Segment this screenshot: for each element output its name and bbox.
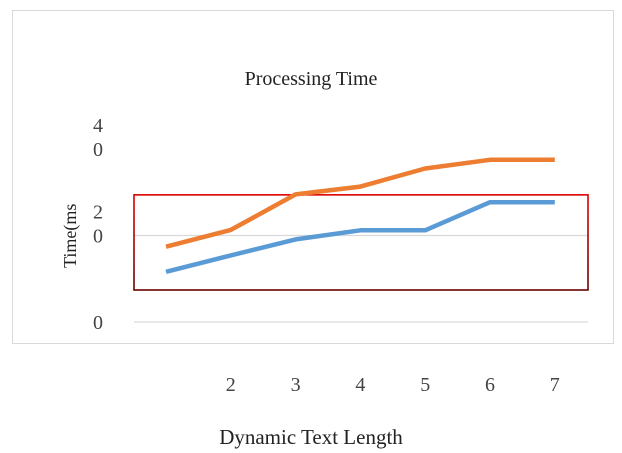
y-tick-label: 0 bbox=[93, 226, 103, 248]
y-tick-label: 0 bbox=[93, 139, 103, 161]
series-line-2 bbox=[165, 199, 555, 274]
y-tick-label: 0 bbox=[93, 312, 103, 334]
x-axis-title: Dynamic Text Length bbox=[219, 425, 403, 449]
y-tick-label: 2 bbox=[93, 202, 103, 224]
y-tick-label: 4 bbox=[93, 115, 103, 137]
x-tick-label: 5 bbox=[420, 374, 430, 396]
x-tick-label: 2 bbox=[226, 374, 236, 396]
chart-frame bbox=[12, 10, 614, 344]
chart-title: Processing Time bbox=[244, 68, 378, 90]
series-line-1 bbox=[165, 157, 555, 249]
highlight-box bbox=[133, 194, 589, 291]
x-tick-label: 3 bbox=[291, 374, 301, 396]
y-axis-title: Time(ms bbox=[60, 204, 81, 268]
x-tick-label: 6 bbox=[485, 374, 495, 396]
x-tick-label: 7 bbox=[550, 374, 560, 396]
x-tick-label: 4 bbox=[355, 374, 365, 396]
